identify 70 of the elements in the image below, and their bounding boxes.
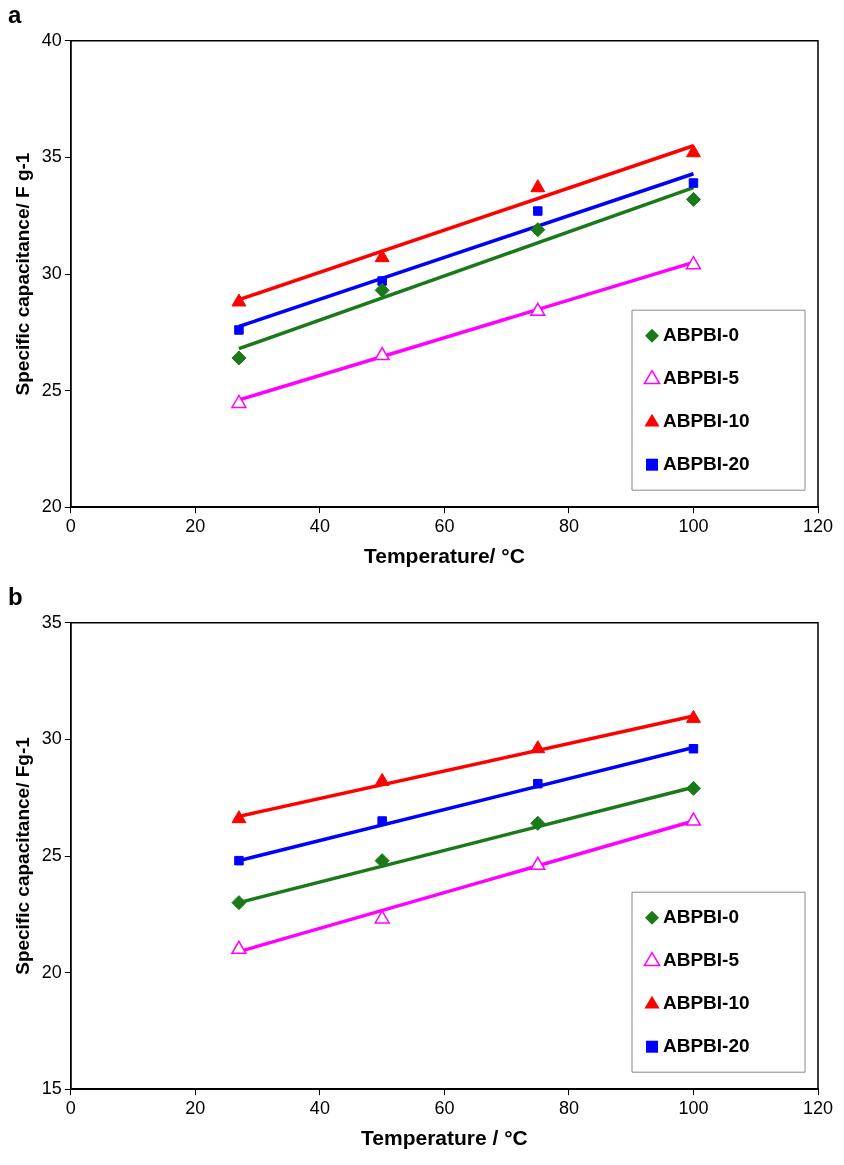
y-tick-label: 30 <box>41 728 62 749</box>
x-tick-label: 20 <box>185 1097 206 1118</box>
point <box>231 895 247 911</box>
legend-label: ABPBI-0 <box>663 323 740 345</box>
y-tick-label: 25 <box>41 379 62 400</box>
point <box>374 249 390 263</box>
point <box>377 276 387 286</box>
point <box>688 743 699 754</box>
y-axis-title: Specific capacitance/ Fg-1 <box>11 736 33 975</box>
point <box>234 325 244 335</box>
point <box>231 940 247 955</box>
point <box>530 222 546 238</box>
x-tick-label: 0 <box>65 515 76 536</box>
y-tick-label: 35 <box>41 611 62 632</box>
y-tick-label: 20 <box>41 961 62 982</box>
point <box>234 855 244 866</box>
point <box>533 778 543 789</box>
x-tick-label: 40 <box>309 515 330 536</box>
point <box>685 255 702 270</box>
y-tick-label: 15 <box>41 1078 62 1099</box>
legend-label: ABPBI-20 <box>663 452 750 474</box>
x-tick-label: 60 <box>434 1097 455 1118</box>
point <box>530 815 546 831</box>
y-tick-label: 20 <box>41 496 62 517</box>
x-tick-label: 100 <box>678 1097 709 1118</box>
point <box>688 178 699 188</box>
legend-label: ABPBI-0 <box>663 905 740 927</box>
legend-label: ABPBI-5 <box>663 948 740 970</box>
point <box>530 856 546 871</box>
x-tick-label: 20 <box>185 515 206 536</box>
x-tick-label: 80 <box>558 1097 579 1118</box>
point <box>530 302 546 317</box>
point <box>530 740 546 754</box>
y-tick-label: 35 <box>41 146 62 167</box>
point <box>231 293 247 307</box>
chart-title: b <box>8 583 23 611</box>
point <box>374 772 390 786</box>
point <box>530 179 546 193</box>
point <box>374 853 390 869</box>
point <box>231 394 247 409</box>
point <box>686 144 701 158</box>
y-axis-title: Specific capacitance/ F g-1 <box>11 152 33 396</box>
y-tick-label: 25 <box>41 844 62 865</box>
x-tick-label: 100 <box>678 515 709 536</box>
point <box>685 780 701 796</box>
point <box>685 812 702 826</box>
y-tick-label: 30 <box>41 262 62 283</box>
point <box>374 346 390 361</box>
x-tick-label: 80 <box>558 515 579 536</box>
x-tick-label: 120 <box>802 1097 834 1118</box>
x-axis-title: Temperature / °C <box>361 1126 528 1150</box>
x-tick-label: 0 <box>65 1097 76 1118</box>
point <box>231 810 247 824</box>
point <box>231 350 247 366</box>
point <box>686 709 701 723</box>
x-tick-label: 40 <box>309 1097 330 1118</box>
x-tick-label: 60 <box>434 515 455 536</box>
x-tick-label: 120 <box>802 515 834 536</box>
point <box>685 191 701 207</box>
legend-label: ABPBI-10 <box>663 991 750 1013</box>
legend-label: ABPBI-10 <box>663 409 750 431</box>
point <box>374 282 390 298</box>
legend-label: ABPBI-5 <box>663 366 740 388</box>
legend-label: ABPBI-20 <box>663 1034 750 1056</box>
chart-title: a <box>8 1 22 29</box>
point <box>377 816 387 826</box>
point <box>533 206 543 216</box>
x-axis-title: Temperature/ °C <box>363 544 525 568</box>
point <box>374 910 390 924</box>
y-tick-label: 40 <box>41 29 62 50</box>
